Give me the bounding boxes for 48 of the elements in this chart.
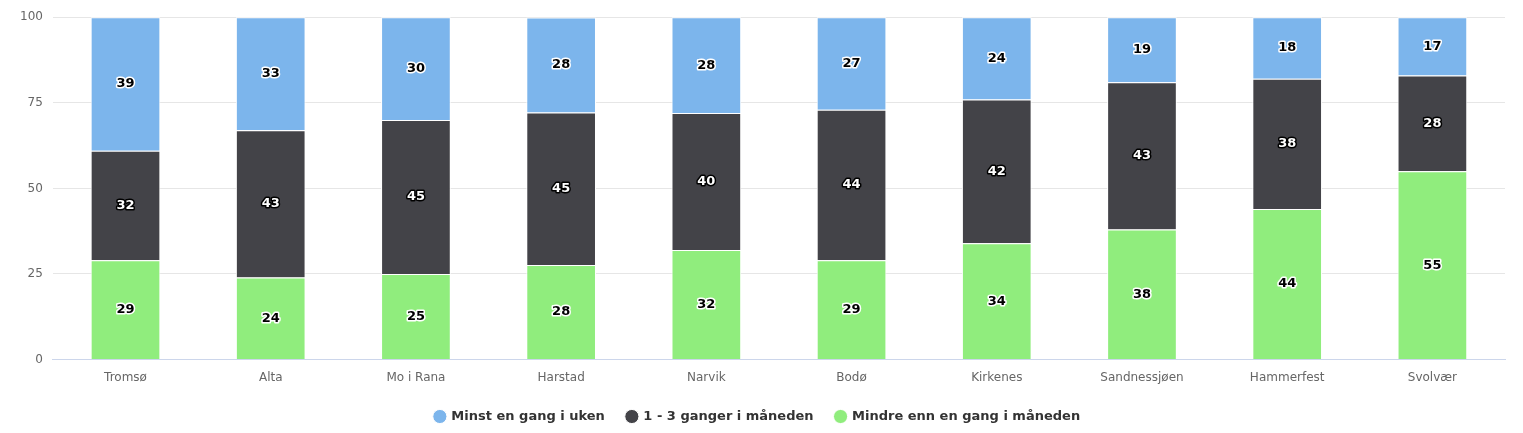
x-tick-label: Kirkenes [971, 369, 1023, 384]
legend-label: 1 - 3 ganger i måneden [643, 407, 814, 423]
data-label: 28 [697, 56, 716, 72]
data-label: 25 [406, 307, 425, 323]
x-tick-label: Bodø [836, 369, 867, 384]
data-label: 43 [261, 195, 280, 211]
x-tick-label: Tromsø [103, 369, 147, 384]
data-label: 28 [1423, 114, 1442, 130]
data-label: 34 [987, 292, 1006, 308]
data-label: 33 [261, 65, 280, 81]
x-tick-label: Alta [258, 369, 283, 384]
y-tick-label: 25 [27, 266, 43, 281]
x-tick-label: Narvik [687, 369, 726, 384]
x-tick-label: Hammerfest [1249, 369, 1325, 384]
data-label: 38 [1132, 285, 1152, 301]
data-label: 17 [1423, 37, 1442, 53]
data-label: 28 [552, 303, 571, 319]
data-label: 29 [116, 301, 135, 317]
y-tick-label: 50 [27, 180, 43, 195]
data-label: 18 [1278, 39, 1297, 55]
y-tick-label: 75 [27, 94, 43, 109]
data-label: 39 [116, 75, 135, 91]
data-label: 27 [842, 54, 861, 70]
data-label: 44 [842, 176, 861, 192]
x-tick-label: Mo i Rana [386, 369, 446, 384]
data-label: 32 [697, 295, 716, 311]
data-label: 29 [842, 301, 861, 317]
data-label: 55 [1423, 256, 1442, 272]
legend-label: Mindre enn en gang i måneden [852, 407, 1081, 423]
data-label: 24 [987, 49, 1006, 65]
x-tick-label: Sandnessjøen [1100, 369, 1184, 384]
data-label: 45 [406, 188, 425, 204]
data-label: 42 [987, 162, 1006, 178]
data-label: 40 [697, 172, 716, 188]
data-label: 45 [552, 180, 571, 196]
data-label: 32 [116, 196, 135, 212]
y-tick-label: 100 [20, 9, 43, 24]
x-tick-label: Svolvær [1407, 369, 1458, 384]
data-label: 44 [1278, 275, 1297, 291]
x-tick-label: Harstad [537, 369, 585, 384]
data-label: 28 [552, 56, 571, 72]
legend-label: Minst en gang i uken [451, 407, 605, 423]
data-label: 19 [1132, 41, 1152, 57]
data-label: 38 [1278, 135, 1297, 151]
data-label: 43 [1132, 147, 1152, 163]
data-label: 30 [406, 59, 425, 75]
data-label: 24 [261, 309, 280, 325]
y-tick-label: 0 [35, 351, 43, 366]
